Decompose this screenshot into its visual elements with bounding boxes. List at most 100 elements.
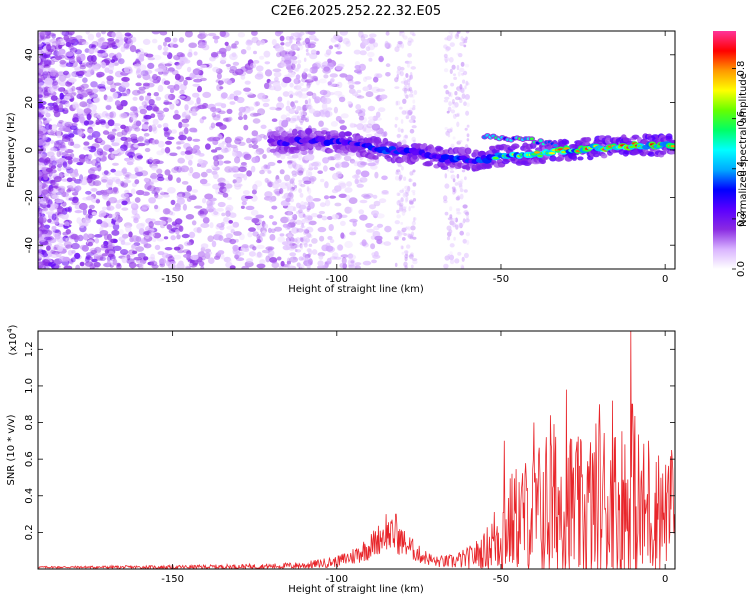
spectrogram-cell xyxy=(62,121,69,127)
spectrogram-cell xyxy=(466,215,469,220)
spectrogram-cell xyxy=(381,131,387,137)
spectrogram-cell xyxy=(284,152,291,156)
spectrogram-cell xyxy=(287,257,291,264)
spectrogram-cell xyxy=(206,205,215,213)
spectrogram-cell xyxy=(164,37,172,43)
spectrogram-cell xyxy=(101,179,108,183)
spectrogram-cell xyxy=(401,251,405,255)
spectrogram-cell xyxy=(241,265,249,269)
spectrogram-cell xyxy=(465,232,470,237)
spectrogram-cell xyxy=(408,119,415,124)
spectrogram-cell xyxy=(246,45,252,51)
spectrogram-cell xyxy=(188,262,193,267)
spectrogram-cell xyxy=(184,104,189,111)
spectrogram-cell xyxy=(246,39,252,43)
spectrogram-cell xyxy=(105,104,112,110)
spectrogram-cell xyxy=(78,85,85,92)
spectrogram-cell xyxy=(103,222,109,228)
spectrogram-cell xyxy=(93,261,101,268)
spectrogram-cell xyxy=(259,232,265,237)
spectrogram-cell xyxy=(325,245,334,252)
spectrogram-cell xyxy=(250,209,259,216)
spectrogram-cell xyxy=(238,166,247,173)
spectrogram-cell xyxy=(55,38,61,46)
spectrogram-cell xyxy=(206,199,213,207)
spectrogram-cell xyxy=(411,170,415,176)
spectrogram-cell xyxy=(133,217,139,224)
spectrogram-cell xyxy=(333,256,342,260)
spectrogram-cell xyxy=(259,259,266,265)
spectrogram-cell xyxy=(286,107,290,112)
spectrogram-cell xyxy=(167,256,175,263)
spectrogram-cell xyxy=(365,46,371,52)
spectrogram-cell xyxy=(115,137,121,144)
spectrogram-cell xyxy=(143,132,150,137)
spectrogram-cell xyxy=(146,105,153,111)
spectrogram-cell xyxy=(381,190,389,194)
spectrogram-cell xyxy=(130,106,138,112)
spectrogram-cell xyxy=(38,139,44,146)
spectrogram-cell xyxy=(130,125,138,131)
spectrogram-cell xyxy=(304,215,308,220)
spectrogram-cell xyxy=(55,97,63,104)
spectrogram-cell xyxy=(288,232,292,239)
x-tick-label: -100 xyxy=(325,574,348,585)
spectrogram-cell xyxy=(326,156,331,162)
spectrogram-cell xyxy=(42,141,49,149)
spectrogram-cell xyxy=(193,144,200,151)
spectrogram-cell xyxy=(238,111,243,117)
spectrogram-cell xyxy=(67,187,76,192)
spectrogram-cell xyxy=(170,260,177,265)
spectrogram-cell xyxy=(406,244,411,249)
x-tick-label: 0 xyxy=(662,274,668,285)
spectrogram-cell xyxy=(180,165,190,173)
spectrogram-cell xyxy=(321,113,327,118)
y-tick-label: -40 xyxy=(24,237,35,253)
spectrogram-cell xyxy=(352,174,360,179)
spectrogram-cell xyxy=(394,175,400,181)
spectrogram-cell xyxy=(38,185,42,191)
spectrogram-cell xyxy=(167,85,176,90)
spectrogram-cell xyxy=(42,207,49,212)
spectrogram-cell xyxy=(169,88,175,94)
spectrogram-cell xyxy=(115,221,120,226)
spectrogram-cell xyxy=(58,48,66,55)
spectrogram-cell xyxy=(62,125,69,132)
spectrogram-cell xyxy=(297,167,305,174)
spectrogram-cell xyxy=(153,187,163,191)
spectrogram-cell xyxy=(178,60,185,66)
spectrogram-cell xyxy=(403,92,407,97)
spectrogram-cell xyxy=(143,256,149,261)
spectrogram-cell xyxy=(355,169,361,175)
spectrogram-cell xyxy=(107,40,116,46)
spectrogram-cell xyxy=(215,231,223,236)
spectrogram-cell xyxy=(217,182,226,187)
spectrogram-cell xyxy=(445,46,450,52)
spectrogram-cell xyxy=(178,134,187,141)
spectrogram-cell xyxy=(443,53,448,59)
spectrogram-cell xyxy=(81,245,89,252)
spectrogram-cell xyxy=(65,229,72,235)
spectrogram-cell xyxy=(197,104,207,110)
spectrogram-cell xyxy=(38,261,44,269)
y-tick-label: -20 xyxy=(24,189,35,205)
spectrogram-cell xyxy=(252,246,257,251)
spectrogram-cell xyxy=(230,45,238,49)
spectrogram-cell xyxy=(191,112,198,116)
spectrogram-cell xyxy=(255,214,265,219)
spectrogram-cell xyxy=(224,183,233,189)
spectrogram-cell xyxy=(279,233,285,237)
spectrogram-cell xyxy=(259,40,266,45)
spectrogram-cell xyxy=(349,231,357,236)
spectrogram-cell xyxy=(88,204,95,210)
spectrogram-cell xyxy=(111,229,120,236)
spectrogram-cell xyxy=(292,172,296,177)
spectrogram-cell xyxy=(253,50,257,55)
spectrogram-cell xyxy=(176,177,182,184)
spectrogram-cell xyxy=(113,245,122,251)
spectrogram-cell xyxy=(245,92,254,96)
spectrogram-cell xyxy=(409,31,415,35)
spectrogram-cell xyxy=(66,177,73,183)
spectrogram-cell xyxy=(47,86,55,94)
spectrogram-cell xyxy=(112,123,121,127)
